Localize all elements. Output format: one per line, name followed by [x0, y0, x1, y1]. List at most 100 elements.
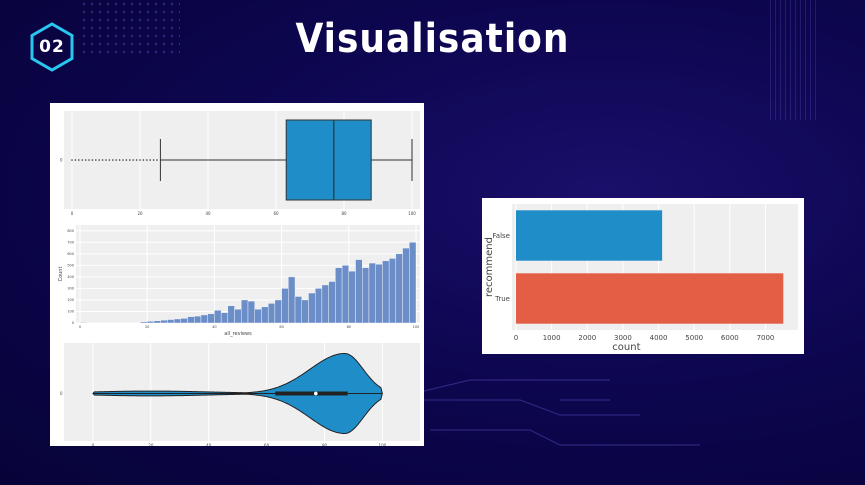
histogram-bar [402, 247, 410, 324]
histogram-x-tick-label: 80 [347, 325, 351, 329]
histogram-bar [315, 288, 323, 324]
countplot-bar-true [516, 273, 784, 324]
countplot-x-tick-label: 5000 [685, 334, 703, 342]
boxplot-x-tick-label: 60 [273, 211, 279, 216]
countplot-bar-false [516, 210, 663, 261]
histogram-bar [301, 299, 309, 324]
right-figure-panel: 0 1000 2000 3000 4000 5000 6000 7000 False True … [482, 198, 804, 354]
histogram-bar [140, 321, 148, 324]
boxplot-outlier [98, 159, 100, 161]
countplot-svg: 0 1000 2000 3000 4000 5000 6000 7000 FalseTrue … [484, 204, 798, 353]
hexagon-badge-icon [30, 22, 74, 72]
histogram-bar [409, 242, 417, 324]
histogram-bar [207, 313, 215, 324]
histogram-bar [355, 259, 363, 324]
boxplot-x-tick-label: 0 [71, 211, 74, 216]
histogram-bar [227, 305, 235, 324]
histogram-bar [187, 316, 195, 324]
histogram-bar [368, 262, 376, 324]
left-figure-panel: 0 20 40 60 80 100 0 0 20 40 60 80 100 0 100 200 300 40… [50, 103, 424, 446]
boxplot-outlier [146, 159, 148, 161]
countplot-x-tick-label: 2000 [578, 334, 596, 342]
countplot-x-tick-label: 0 [514, 334, 518, 342]
histogram-bar [321, 284, 329, 324]
histogram-y-tick-label: 300 [67, 287, 74, 291]
decorative-dot-grid [80, 0, 180, 55]
histogram-y-tick-label: 500 [67, 264, 74, 268]
boxplot-outlier [108, 159, 111, 161]
histogram-bar [341, 265, 349, 324]
countplot-y-tick-label: True [494, 295, 510, 303]
boxplot-outlier [71, 159, 73, 161]
boxplot-outlier [115, 159, 117, 161]
violin-x-tick-label: 0 [92, 443, 95, 446]
boxplot-outlier [112, 159, 114, 161]
histogram-chart: 0 20 40 60 80 100 0 100 200 300 400 500 600 700 800 a… [58, 225, 420, 337]
histogram-bar [146, 321, 155, 324]
violin-x-tick-label: 20 [148, 443, 154, 446]
boxplot-outlier [125, 159, 128, 161]
violin-chart: 0 20 40 60 80 100 0 [60, 343, 420, 446]
histogram-bar [79, 322, 87, 324]
histogram-bar [267, 303, 276, 324]
boxplot-x-tick-label: 100 [408, 211, 416, 216]
violin-x-tick-label: 60 [264, 443, 270, 446]
boxplot-outlier [132, 159, 134, 161]
histogram-bar [220, 312, 229, 324]
violin-median-dot [314, 391, 318, 396]
boxplot-chart: 0 20 40 60 80 100 0 [60, 111, 420, 216]
boxplot-outlier [118, 159, 121, 161]
histogram-x-axis-label: all_reviews [224, 331, 252, 337]
histogram-bar [375, 263, 383, 324]
boxplot-outlier [142, 159, 145, 161]
histogram-bar [382, 260, 390, 324]
countplot-x-tick-label: 4000 [650, 334, 668, 342]
countplot-x-tick-label: 1000 [543, 334, 561, 342]
histogram-bar [214, 310, 222, 324]
slide-number: 02 [39, 37, 65, 57]
violin-x-tick-label: 100 [379, 443, 387, 446]
figure-svg: 0 20 40 60 80 100 0 0 20 40 60 80 100 010020030040… [58, 111, 420, 446]
boxplot-outlier [149, 159, 151, 161]
histogram-x-tick-label: 60 [279, 325, 283, 329]
countplot-x-axis-label: count [612, 342, 640, 353]
histogram-y-tick-label: 800 [67, 229, 74, 233]
boxplot-outlier [81, 159, 83, 161]
histogram-x-tick-label: 0 [79, 325, 81, 329]
boxplot-outlier [156, 159, 158, 161]
histogram-y-tick-label: 600 [67, 252, 74, 256]
violin-x-tick-label: 80 [322, 443, 328, 446]
histogram-bar [241, 299, 249, 324]
histogram-bar [160, 319, 168, 324]
histogram-bar [247, 300, 255, 324]
histogram-bar [294, 296, 302, 324]
boxplot-outlier [78, 159, 80, 161]
histogram-bar [395, 253, 403, 324]
countplot-x-tick-label: 3000 [614, 334, 632, 342]
boxplot-outlier [91, 159, 94, 161]
boxplot-outlier [152, 159, 155, 161]
histogram-bar [200, 314, 208, 324]
histogram-bar [153, 320, 161, 324]
countplot-y-tick-label: False [492, 232, 510, 240]
countplot-y-axis-label: recommend [484, 237, 495, 297]
countplot-x-tick-label: 7000 [757, 334, 775, 342]
histogram-bar [348, 270, 356, 324]
boxplot-outlier [95, 159, 97, 161]
boxplot-outlier [129, 159, 131, 161]
histogram-bar [173, 318, 182, 324]
boxplot-outlier [139, 159, 141, 161]
boxplot-outlier [74, 159, 77, 161]
boxplot-box [285, 119, 372, 201]
histogram-bar [261, 306, 269, 324]
boxplot-outlier [135, 159, 138, 161]
boxplot-x-tick-label: 40 [205, 211, 211, 216]
histogram-bar [281, 288, 289, 324]
histogram-bar [194, 315, 202, 324]
boxplot-outlier [84, 159, 87, 161]
histogram-bar [167, 319, 175, 324]
histogram-bar [308, 292, 316, 324]
histogram-y-tick-label: 700 [67, 240, 74, 244]
histogram-y-tick-label: 0 [72, 321, 74, 325]
